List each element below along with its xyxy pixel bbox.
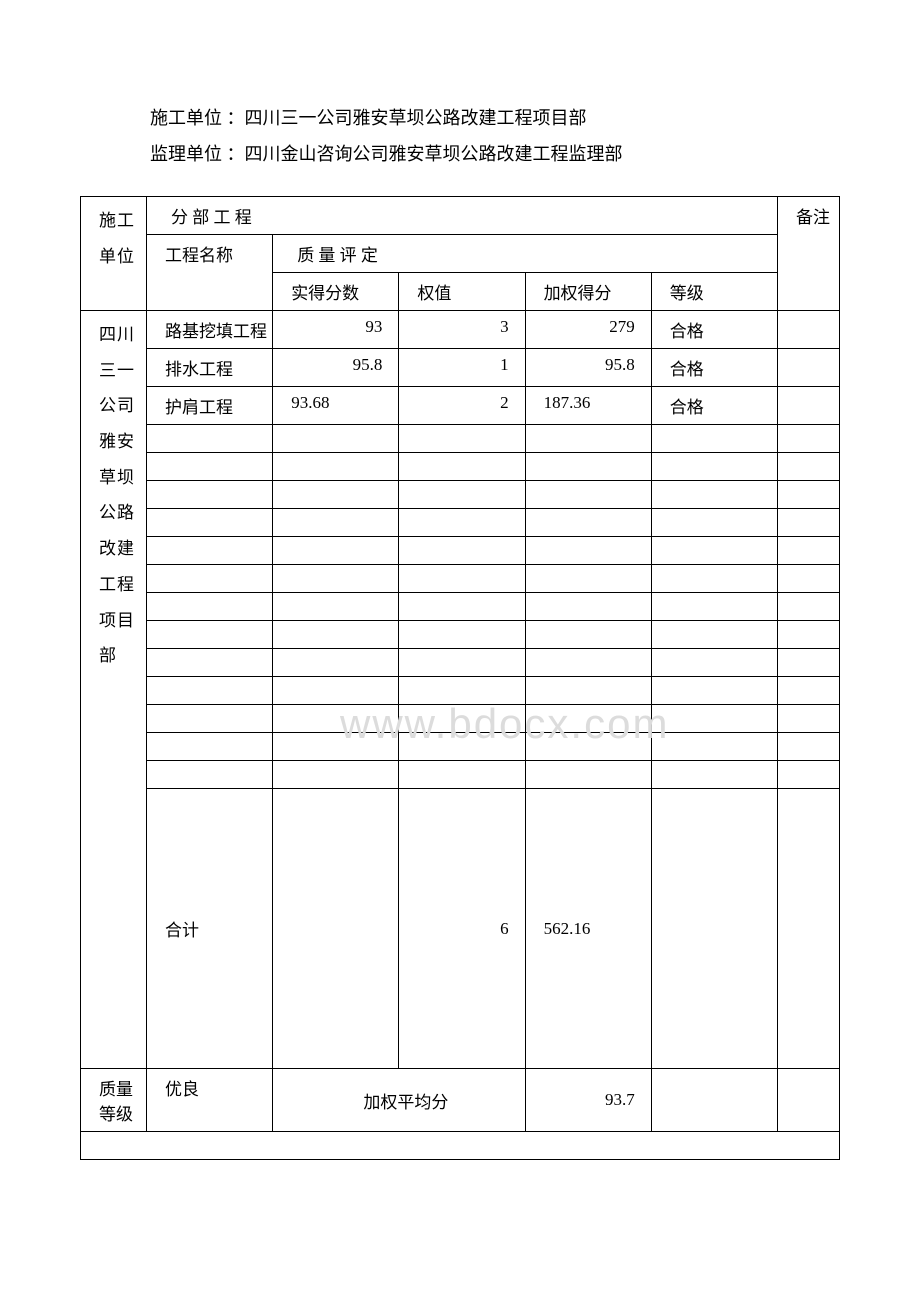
quality-header: 质 量 评 定 xyxy=(273,235,778,273)
section-header: 分 部 工 程 xyxy=(147,197,778,235)
empty-cell xyxy=(147,621,273,649)
empty-cell xyxy=(147,677,273,705)
row-weight: 1 xyxy=(399,349,525,387)
construction-unit-line: 施工单位 ：四川三一公司雅安草坝公路改建工程项目部 xyxy=(150,100,840,136)
row-grade: 合格 xyxy=(651,349,777,387)
empty-cell xyxy=(147,593,273,621)
unit-name-cell: 四川三一公司雅安草坝公路改建工程项目部 xyxy=(81,311,147,1069)
footer-empty xyxy=(81,1132,840,1160)
quality-evaluation-table: 施工单位 分 部 工 程 备注 工程名称 质 量 评 定 实得分数 权值 加权得… xyxy=(80,196,840,1160)
empty-cell xyxy=(651,1069,777,1132)
row-wscore: 95.8 xyxy=(525,349,651,387)
remark-header: 备注 xyxy=(778,197,840,311)
row-remark xyxy=(778,311,840,349)
row-score: 93 xyxy=(273,311,399,349)
row-score: 95.8 xyxy=(273,349,399,387)
empty-cell xyxy=(147,481,273,509)
sum-remark xyxy=(778,789,840,1069)
row-name: 路基挖填工程 xyxy=(147,311,273,349)
name-col-header: 工程名称 xyxy=(147,235,273,311)
empty-cell xyxy=(147,565,273,593)
row-score: 93.68 xyxy=(273,387,399,425)
row-weight: 2 xyxy=(399,387,525,425)
row-wscore: 187.36 xyxy=(525,387,651,425)
col-score: 实得分数 xyxy=(273,273,399,311)
empty-cell xyxy=(147,537,273,565)
empty-cell xyxy=(147,649,273,677)
sum-score xyxy=(273,789,399,1069)
row-name: 护肩工程 xyxy=(147,387,273,425)
weighted-avg-value: 93.7 xyxy=(525,1069,651,1132)
empty-cell xyxy=(147,509,273,537)
sum-grade xyxy=(651,789,777,1069)
sum-weight: 6 xyxy=(399,789,525,1069)
row-wscore: 279 xyxy=(525,311,651,349)
empty-cell xyxy=(778,1069,840,1132)
col-weight: 权值 xyxy=(399,273,525,311)
empty-cell xyxy=(147,453,273,481)
row-grade: 合格 xyxy=(651,387,777,425)
col-wscore: 加权得分 xyxy=(525,273,651,311)
unit-column-header: 施工单位 xyxy=(81,197,147,311)
row-remark xyxy=(778,349,840,387)
weighted-avg-label: 加权平均分 xyxy=(273,1069,525,1132)
empty-cell xyxy=(147,705,273,733)
empty-cell xyxy=(147,733,273,761)
row-remark xyxy=(778,387,840,425)
row-grade: 合格 xyxy=(651,311,777,349)
sum-wscore: 562.16 xyxy=(525,789,651,1069)
empty-cell xyxy=(147,761,273,789)
quality-grade-value: 优良 xyxy=(147,1069,273,1132)
row-name: 排水工程 xyxy=(147,349,273,387)
empty-cell xyxy=(147,425,273,453)
col-grade: 等级 xyxy=(651,273,777,311)
supervision-unit-line: 监理单位 ：四川金山咨询公司雅安草坝公路改建工程监理部 xyxy=(150,136,840,172)
quality-grade-label: 质量等级 xyxy=(81,1069,147,1132)
row-weight: 3 xyxy=(399,311,525,349)
sum-label: 合计 xyxy=(147,789,273,1069)
